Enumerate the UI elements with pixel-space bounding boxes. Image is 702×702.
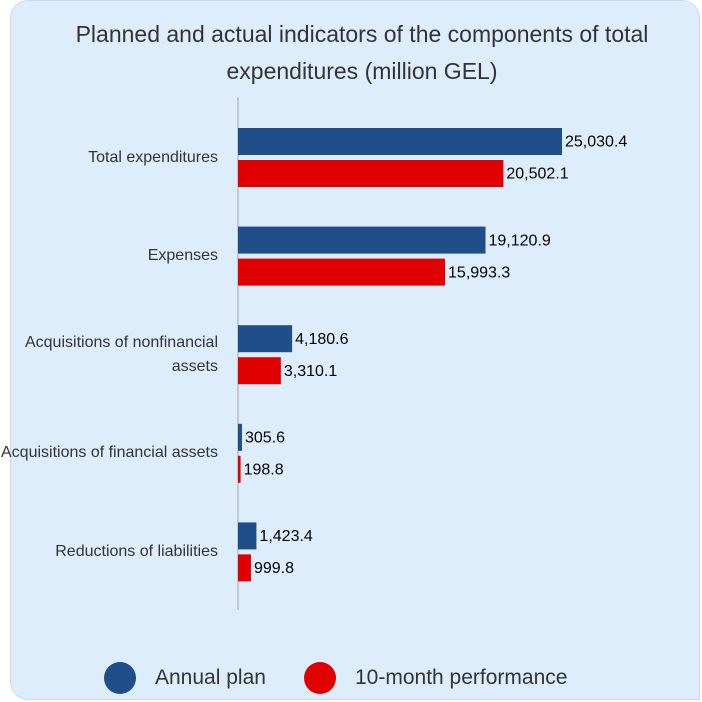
category-label: Expenses <box>147 247 218 265</box>
value-label: 1,423.4 <box>259 528 312 545</box>
bar <box>238 455 241 483</box>
value-label: 20,502.1 <box>506 166 568 183</box>
bar <box>238 258 446 286</box>
value-label: 25,030.4 <box>565 134 627 151</box>
category-label: Reductions of liabilities <box>55 542 218 560</box>
value-label: 3,310.1 <box>284 363 337 380</box>
legend-label: 10-month performance <box>355 666 568 689</box>
bar <box>238 325 293 353</box>
value-label: 305.6 <box>245 430 285 447</box>
category-label: Total expenditures <box>88 148 218 166</box>
category-label: Acquisitions of financial assets <box>1 444 218 462</box>
value-label: 198.8 <box>244 462 284 479</box>
value-label: 15,993.3 <box>448 264 510 281</box>
bar <box>238 226 486 254</box>
bar <box>238 554 251 582</box>
bar <box>238 160 504 187</box>
value-label: 4,180.6 <box>295 331 348 348</box>
category-label: Acquisitions of nonfinancial assets <box>24 333 218 375</box>
value-label: 19,120.9 <box>489 232 551 249</box>
legend-label: Annual plan <box>155 666 266 689</box>
bar <box>238 128 562 155</box>
chart-title: Planned and actual indicators of the com… <box>75 21 649 84</box>
bar <box>238 522 257 550</box>
bar <box>238 357 281 385</box>
value-label: 999.8 <box>254 560 294 577</box>
chart-panel <box>10 0 700 700</box>
bar <box>238 423 242 451</box>
legend-marker <box>304 662 336 694</box>
legend-marker <box>104 662 136 694</box>
